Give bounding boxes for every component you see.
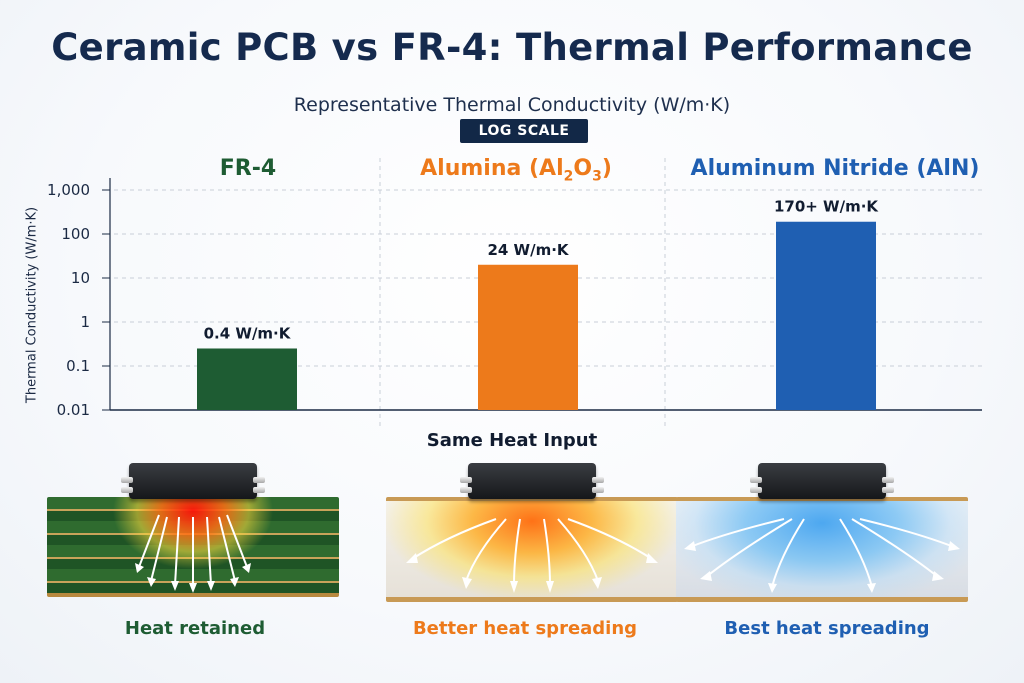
category-title-aln: Aluminum Nitride (AlN) <box>690 156 980 181</box>
chip-icon <box>468 463 596 499</box>
y-tick-label: 0.1 <box>66 357 90 375</box>
fr4-board-illustration <box>47 455 339 605</box>
pin-icon <box>460 487 472 493</box>
log-scale-badge: LOG SCALE <box>460 119 588 143</box>
aln-board-heat-spread-icon <box>676 497 968 602</box>
caption-better-heat-spreading: Better heat spreading <box>412 618 638 639</box>
bar-layer <box>197 221 876 410</box>
chip-icon <box>129 463 257 499</box>
caption-best-heat-spreading: Best heat spreading <box>724 618 930 639</box>
y-tick-label: 1 <box>80 313 90 331</box>
heat-arrows-icon <box>406 518 658 593</box>
alumina-board-illustration <box>386 455 678 605</box>
caption-heat-retained: Heat retained <box>124 618 266 639</box>
aln-board-illustration <box>676 455 968 605</box>
bar-fr4 <box>197 348 297 410</box>
data-label-alumina: 24 W/m·K <box>487 241 569 259</box>
data-label-aln: 170+ W/m·K <box>774 198 879 216</box>
pin-icon <box>253 477 265 483</box>
category-title-alumina: Alumina (Al2O3) <box>420 156 612 185</box>
alumina-board-heat-spread-icon <box>386 497 678 602</box>
y-tick-label: 10 <box>71 269 90 287</box>
pin-icon <box>592 487 604 493</box>
pin-icon <box>750 487 762 493</box>
pin-icon <box>882 477 894 483</box>
pin-icon <box>592 477 604 483</box>
bar-chart: 1,000 100 10 1 0.1 0.01 0.4 W/m·K 24 W/m·K 170+… <box>47 158 982 430</box>
page-title: Ceramic PCB vs FR-4: Thermal Performance <box>51 26 973 69</box>
heat-arrows-icon <box>135 514 251 593</box>
bar-aln <box>776 221 876 410</box>
pin-icon <box>882 487 894 493</box>
same-heat-input-label: Same Heat Input <box>426 430 598 451</box>
pin-icon <box>253 487 265 493</box>
data-label-layer: 0.4 W/m·K 24 W/m·K 170+ W/m·K <box>204 198 880 343</box>
bar-alumina <box>478 264 578 410</box>
y-tick-label: 100 <box>61 225 90 243</box>
chart-subtitle: Representative Thermal Conductivity (W/m… <box>293 94 731 116</box>
pin-icon <box>121 487 133 493</box>
chip-icon <box>758 463 886 499</box>
heat-arrows-icon <box>684 518 960 593</box>
pin-icon <box>460 477 472 483</box>
y-tick-label: 0.01 <box>57 401 90 419</box>
category-title-fr4: FR-4 <box>219 156 277 181</box>
pin-icon <box>750 477 762 483</box>
data-label-fr4: 0.4 W/m·K <box>204 324 292 342</box>
pin-icon <box>121 477 133 483</box>
y-tick-label: 1,000 <box>47 181 90 199</box>
